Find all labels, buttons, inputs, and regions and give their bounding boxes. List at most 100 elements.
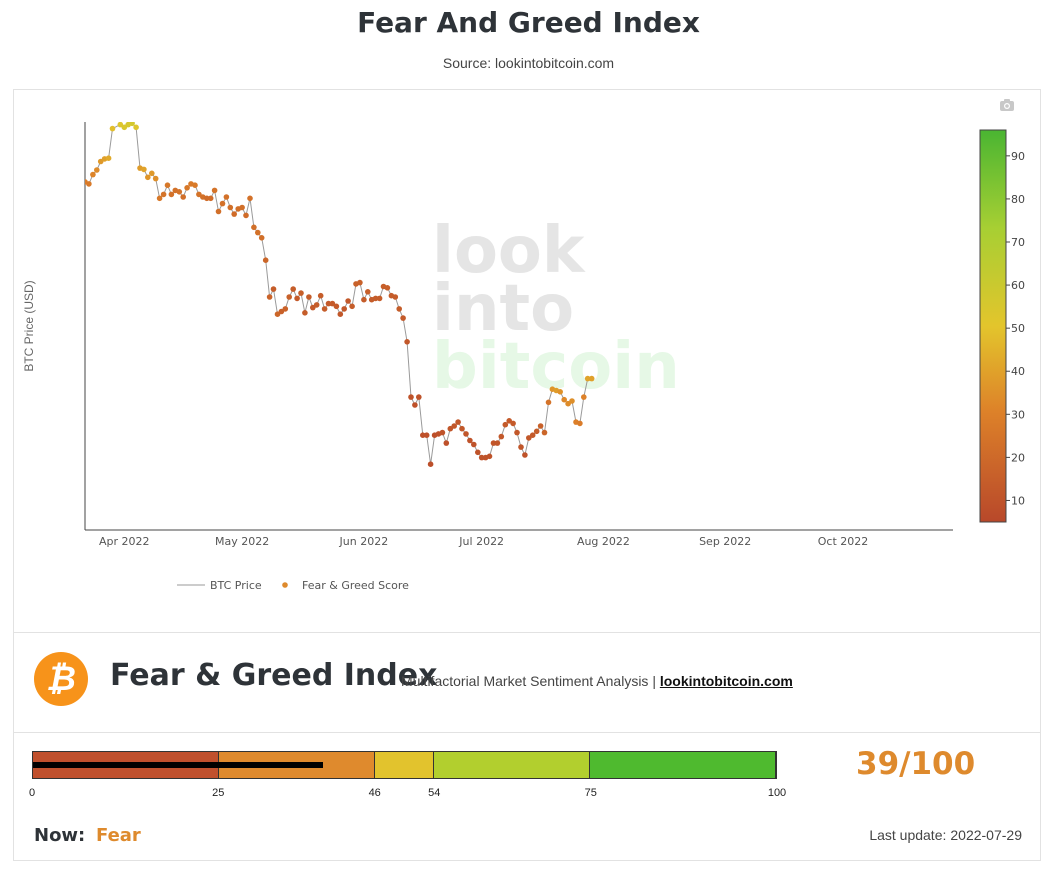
fear-greed-point[interactable] — [349, 303, 355, 310]
fear-greed-point[interactable] — [302, 310, 308, 316]
fear-greed-point[interactable] — [156, 195, 163, 202]
btc-fear-greed-chart[interactable]: lookintobitcoin BTC Price (USD) Apr 2022… — [0, 0, 1057, 632]
fear-greed-point[interactable] — [333, 303, 340, 310]
fear-greed-point[interactable] — [423, 432, 430, 439]
fear-greed-point[interactable] — [502, 421, 509, 428]
fear-greed-point[interactable] — [215, 208, 222, 215]
fear-greed-point[interactable] — [510, 420, 516, 427]
fear-greed-point[interactable] — [569, 398, 575, 404]
fear-greed-point[interactable] — [321, 306, 328, 312]
fear-greed-point[interactable] — [266, 294, 273, 300]
fear-greed-point[interactable] — [133, 124, 139, 131]
fear-greed-point[interactable] — [561, 396, 567, 403]
fear-greed-point[interactable] — [204, 195, 210, 202]
fear-greed-point[interactable] — [447, 425, 454, 432]
fear-greed-point[interactable] — [486, 453, 493, 460]
fear-greed-point[interactable] — [121, 124, 128, 131]
fear-greed-point[interactable] — [361, 296, 367, 303]
fear-greed-point[interactable] — [577, 420, 583, 427]
fear-greed-point[interactable] — [443, 440, 450, 446]
fear-greed-point[interactable] — [184, 185, 190, 191]
fear-greed-point[interactable] — [117, 122, 124, 128]
fear-greed-point[interactable] — [192, 182, 198, 188]
fear-greed-point[interactable] — [522, 452, 528, 458]
fear-greed-point[interactable] — [86, 181, 92, 187]
fear-greed-point[interactable] — [427, 461, 434, 468]
fear-greed-point[interactable] — [286, 294, 293, 300]
fear-greed-point[interactable] — [317, 292, 324, 299]
fear-greed-point[interactable] — [149, 170, 155, 177]
camera-icon[interactable] — [999, 98, 1015, 112]
fear-greed-point[interactable] — [152, 175, 159, 182]
fear-greed-point[interactable] — [247, 195, 253, 202]
fear-greed-point[interactable] — [341, 306, 348, 312]
fear-greed-point[interactable] — [243, 212, 249, 219]
fear-greed-point[interactable] — [557, 389, 563, 395]
fear-greed-point[interactable] — [416, 394, 422, 400]
fear-greed-point[interactable] — [270, 286, 277, 292]
fear-greed-point[interactable] — [176, 189, 183, 195]
fear-greed-point[interactable] — [455, 419, 461, 425]
fear-greed-point[interactable] — [584, 375, 591, 382]
fear-greed-point[interactable] — [565, 400, 571, 407]
fear-greed-point[interactable] — [231, 211, 237, 217]
fear-greed-point[interactable] — [396, 306, 403, 312]
fear-greed-point[interactable] — [105, 155, 112, 161]
fear-greed-point[interactable] — [180, 194, 186, 200]
fear-greed-point[interactable] — [298, 290, 304, 296]
fear-greed-point[interactable] — [219, 200, 226, 207]
fear-greed-point[interactable] — [404, 339, 410, 345]
fear-greed-point[interactable] — [518, 444, 524, 450]
fear-greed-point[interactable] — [537, 423, 544, 429]
fear-greed-point[interactable] — [365, 289, 371, 295]
fear-greed-point[interactable] — [282, 306, 289, 312]
fear-greed-point[interactable] — [239, 204, 245, 211]
lookintobitcoin-link[interactable]: lookintobitcoin.com — [659, 673, 793, 689]
fear-greed-point[interactable] — [294, 295, 300, 302]
fear-greed-point[interactable] — [164, 182, 171, 188]
fear-greed-point[interactable] — [325, 300, 332, 307]
fear-greed-point[interactable] — [545, 399, 552, 406]
fear-greed-point[interactable] — [251, 224, 257, 231]
fear-greed-point[interactable] — [384, 285, 391, 291]
fear-greed-point[interactable] — [478, 454, 485, 461]
fear-greed-point[interactable] — [494, 440, 501, 446]
fear-greed-point[interactable] — [372, 295, 379, 302]
fear-greed-point[interactable] — [129, 121, 135, 127]
fear-greed-point[interactable] — [588, 375, 595, 382]
fear-greed-point[interactable] — [392, 294, 399, 300]
fear-greed-point[interactable] — [526, 435, 532, 441]
fear-greed-point[interactable] — [258, 235, 265, 241]
fear-greed-point[interactable] — [290, 286, 297, 292]
fear-greed-point[interactable] — [463, 431, 469, 437]
fear-greed-point[interactable] — [90, 171, 96, 178]
fear-greed-point[interactable] — [529, 432, 536, 439]
fear-greed-point[interactable] — [345, 298, 351, 304]
fear-greed-point[interactable] — [329, 300, 336, 307]
fear-greed-point[interactable] — [141, 166, 147, 173]
fear-greed-point[interactable] — [400, 315, 406, 321]
fear-greed-point[interactable] — [211, 187, 218, 194]
fear-greed-point[interactable] — [227, 204, 234, 211]
fear-greed-point[interactable] — [254, 229, 261, 236]
fear-greed-point[interactable] — [313, 302, 320, 308]
fear-greed-point[interactable] — [420, 432, 426, 439]
fear-greed-point[interactable] — [439, 429, 446, 436]
fear-greed-point[interactable] — [490, 440, 497, 446]
fear-greed-point[interactable] — [109, 125, 116, 132]
fear-greed-point[interactable] — [160, 191, 167, 198]
fear-greed-point[interactable] — [475, 449, 481, 456]
fear-greed-point[interactable] — [310, 304, 316, 311]
fear-greed-point[interactable] — [94, 167, 100, 173]
fear-greed-point[interactable] — [357, 279, 363, 286]
fear-greed-point[interactable] — [467, 437, 473, 444]
fear-greed-point[interactable] — [533, 428, 540, 435]
fear-greed-point[interactable] — [262, 257, 269, 264]
fear-greed-point[interactable] — [376, 295, 383, 302]
fear-greed-point[interactable] — [581, 394, 587, 400]
fear-greed-point[interactable] — [145, 174, 151, 181]
fear-greed-point[interactable] — [459, 425, 465, 432]
fear-greed-point[interactable] — [471, 441, 477, 448]
fear-greed-point[interactable] — [514, 429, 520, 436]
fear-greed-point[interactable] — [412, 402, 418, 408]
